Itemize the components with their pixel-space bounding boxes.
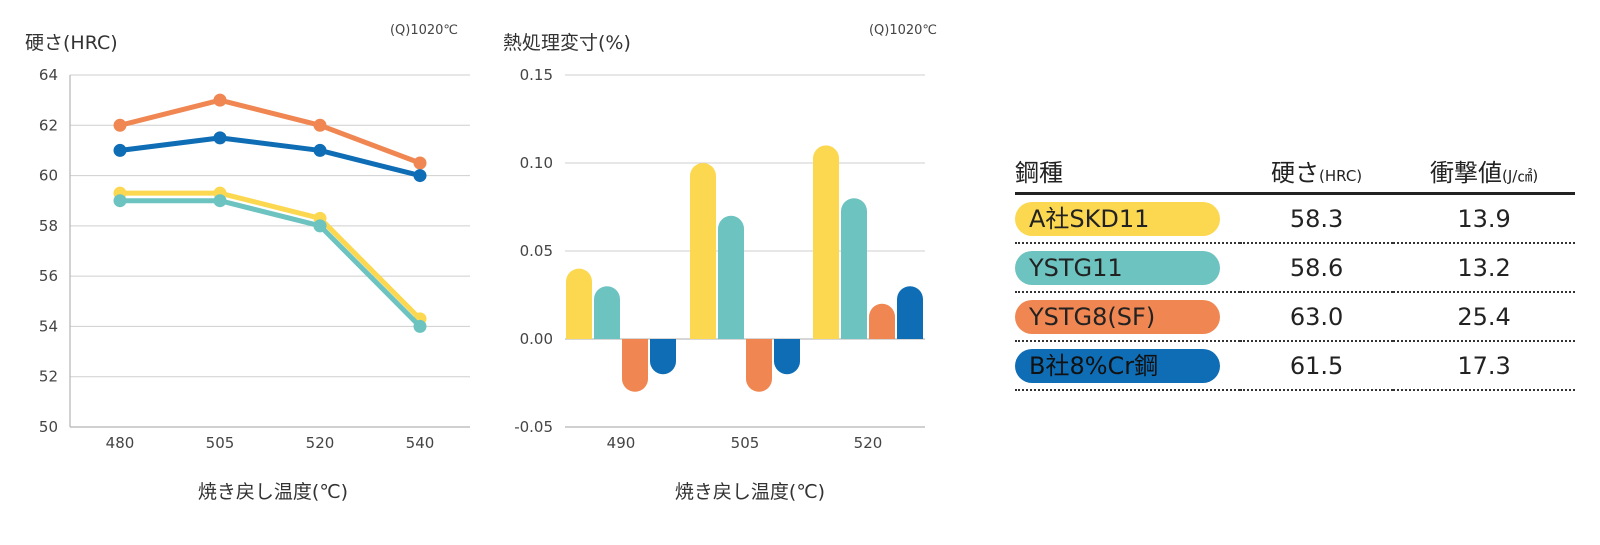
hardness-value: 58.6 [1240,243,1394,293]
deformation-chart-title: 熱処理変寸(%) [503,32,631,54]
x-axis-label: 焼き戻し温度(℃) [675,481,825,503]
y-tick-label: 0.05 [520,242,553,260]
series-line-ystg11 [120,198,422,329]
x-tick-label: 540 [406,434,435,452]
impact-value: 13.2 [1393,243,1575,293]
bar-b_8cr [897,286,923,339]
y-tick-label: 62 [39,116,58,134]
series-line-b_8cr [119,135,421,178]
data-point-ystg11 [313,219,327,233]
data-point-ystg11 [113,194,127,208]
bar-ystg11 [594,286,620,339]
spec-table: 鋼種 硬さ(HRC) 衝撃値(J/㎠) A社SKD11 58.3 13.9 YS… [1015,148,1575,391]
table-row: A社SKD11 58.3 13.9 [1015,193,1575,244]
hardness-value: 61.5 [1240,341,1394,391]
x-tick-label: 520 [854,434,883,452]
deformation-chart-condition: (Q)1020℃ [869,23,937,38]
steel-name-pill: YSTG11 [1015,250,1220,285]
x-tick-label: 490 [607,434,636,452]
y-tick-label: -0.05 [514,418,553,436]
data-point-ystg11 [413,319,427,333]
data-point-ystg8sf [213,93,227,107]
bar-ystg11 [718,215,744,339]
x-tick-label: 505 [731,434,760,452]
y-tick-label: 50 [39,418,58,436]
data-point-ystg8sf [413,156,427,170]
bar-a_skd11 [566,268,592,339]
x-tick-label: 505 [206,434,235,452]
x-tick-label: 480 [106,434,135,452]
y-tick-label: 54 [39,317,58,335]
impact-value: 25.4 [1393,292,1575,342]
data-point-b_8cr [313,143,327,157]
data-point-b_8cr [213,131,227,145]
data-point-b_8cr [113,143,127,157]
bar-ystg8sf [622,339,648,392]
steel-name-pill: A社SKD11 [1015,201,1220,236]
spec-table-header: 鋼種 硬さ(HRC) 衝撃値(J/㎠) [1015,148,1575,195]
hardness-chart-title: 硬さ(HRC) [25,32,118,54]
steel-name-pill: YSTG8(SF) [1015,299,1220,334]
data-point-ystg8sf [113,118,127,132]
table-row: YSTG8(SF) 63.0 25.4 [1015,292,1575,342]
hardness-value: 63.0 [1240,292,1394,342]
table-row: B社8%Cr鋼 61.5 17.3 [1015,341,1575,391]
bar-b_8cr [650,339,676,375]
header-steel-grade: 鋼種 [1015,148,1240,195]
bar-a_skd11 [690,163,716,339]
bar-ystg8sf [869,303,895,339]
bar-ystg11 [841,198,867,339]
series-line-a_skd11 [120,190,422,321]
y-tick-label: 56 [39,267,58,285]
steel-name-pill: B社8%Cr鋼 [1015,348,1220,383]
data-point-ystg8sf [313,118,327,132]
hardness-chart-condition: (Q)1020℃ [390,23,458,38]
y-tick-label: 58 [39,217,58,235]
hardness-value: 58.3 [1240,193,1394,244]
impact-value: 17.3 [1393,341,1575,391]
table-row: YSTG11 58.6 13.2 [1015,243,1575,293]
y-tick-label: 64 [39,66,58,84]
y-tick-label: 0.10 [520,154,553,172]
y-tick-label: 0.00 [520,330,553,348]
impact-value: 13.9 [1393,193,1575,244]
bar-a_skd11 [813,145,839,339]
y-tick-label: 0.15 [520,66,553,84]
y-tick-label: 60 [39,167,58,185]
y-tick-label: 52 [39,368,58,386]
series-line-ystg8sf [119,97,421,166]
bar-ystg8sf [746,339,772,392]
x-tick-label: 520 [306,434,335,452]
header-impact: 衝撃値(J/㎠) [1393,148,1575,195]
data-point-ystg11 [213,194,227,208]
x-axis-label: 焼き戻し温度(℃) [198,481,348,503]
bar-b_8cr [774,339,800,375]
header-hardness: 硬さ(HRC) [1240,148,1394,195]
data-point-b_8cr [413,169,427,183]
